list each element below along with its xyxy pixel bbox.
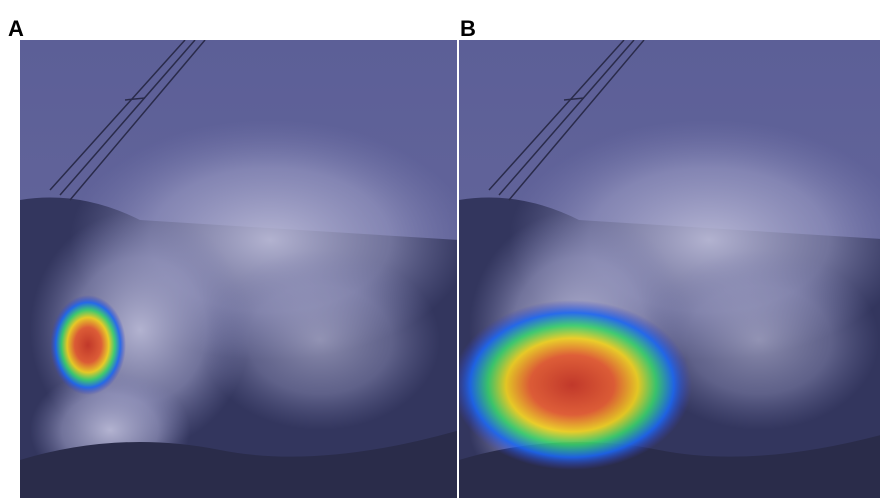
panel-b-image <box>452 40 880 498</box>
panel-label: A <box>8 16 24 41</box>
panel-a-image <box>20 40 470 498</box>
figure: A B <box>0 0 880 498</box>
panel-label: B <box>460 16 476 41</box>
